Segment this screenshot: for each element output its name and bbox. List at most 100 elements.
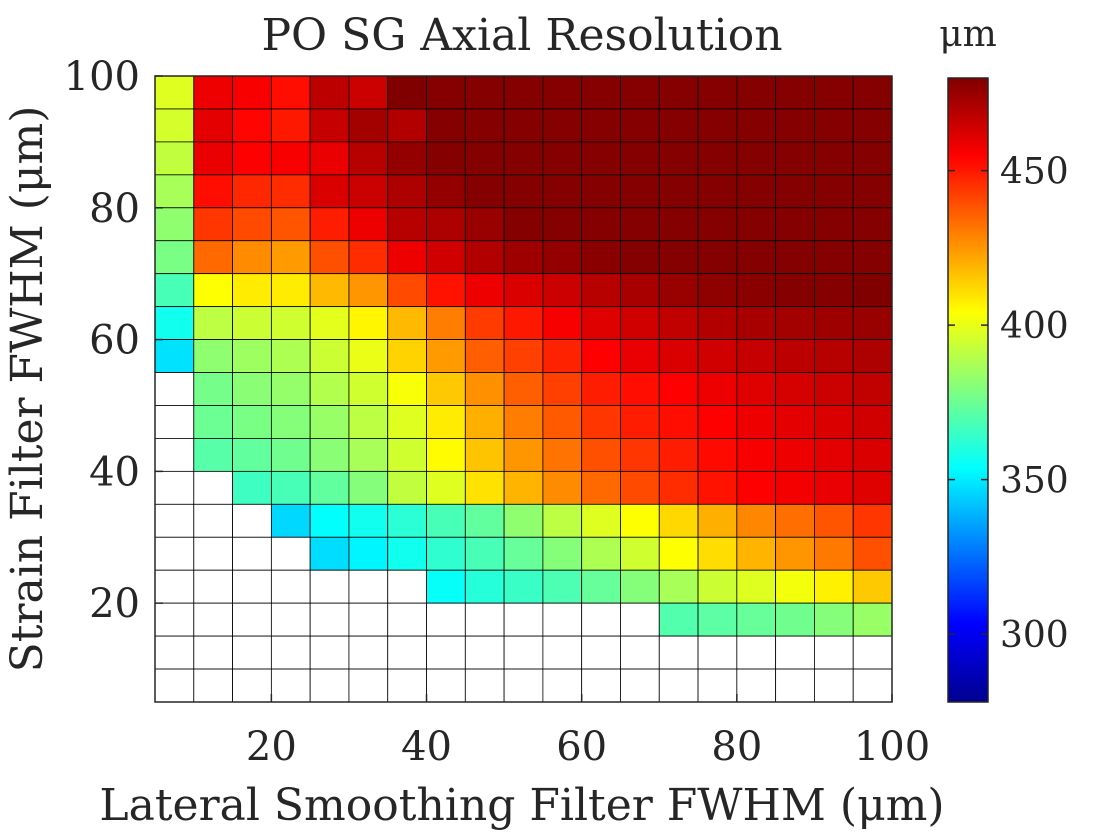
heatmap-cell	[736, 438, 777, 472]
heatmap-cell	[270, 635, 311, 670]
heatmap-cell	[542, 174, 583, 209]
heatmap-cell	[309, 339, 350, 373]
heatmap-cell	[775, 339, 815, 373]
heatmap-cell	[697, 635, 738, 670]
heatmap-cell	[697, 75, 738, 110]
heatmap-cell	[814, 240, 854, 275]
heatmap-cell	[620, 306, 660, 340]
heatmap-cell	[503, 438, 544, 472]
heatmap-cell	[193, 339, 233, 373]
heatmap-cell	[775, 569, 815, 604]
heatmap-cell	[387, 503, 427, 538]
heatmap-cell	[697, 240, 738, 275]
heatmap-cell	[387, 569, 427, 604]
heatmap-cell	[814, 536, 854, 571]
heatmap-cell	[464, 141, 505, 176]
heatmap-cell	[581, 207, 621, 242]
heatmap-cell	[193, 635, 233, 670]
heatmap-cell	[542, 141, 583, 176]
heatmap-cell	[697, 438, 738, 472]
heatmap-cell	[852, 75, 893, 110]
heatmap-cell	[387, 470, 427, 505]
heatmap-cell	[387, 306, 427, 340]
heatmap-cell	[387, 602, 427, 637]
heatmap-cell	[658, 372, 699, 406]
heatmap-cell	[348, 339, 389, 373]
heatmap-cell	[387, 536, 427, 571]
heatmap-cell	[270, 141, 311, 176]
heatmap-cell	[348, 174, 389, 209]
heatmap-cell	[775, 240, 815, 275]
heatmap-cell	[697, 339, 738, 373]
heatmap-cell	[658, 207, 699, 242]
heatmap-cell	[193, 602, 233, 637]
heatmap-cell	[697, 405, 738, 439]
heatmap-cell	[154, 536, 195, 571]
heatmap-cell	[814, 569, 854, 604]
heatmap-cell	[270, 569, 311, 604]
heatmap-cell	[542, 306, 583, 340]
heatmap-cell	[852, 668, 893, 703]
heatmap-cell	[464, 306, 505, 340]
heatmap-cell	[581, 470, 621, 505]
heatmap-cell	[193, 108, 233, 143]
heatmap-cell	[348, 141, 389, 176]
heatmap-cell	[309, 405, 350, 439]
heatmap-cell	[193, 372, 233, 406]
heatmap-cell	[348, 602, 389, 637]
heatmap-cell	[736, 207, 777, 242]
heatmap-cell	[232, 602, 272, 637]
heatmap-cell	[154, 240, 195, 275]
x-tick-label: 80	[711, 724, 762, 770]
heatmap-cell	[697, 372, 738, 406]
heatmap-cell	[814, 273, 854, 308]
heatmap-cell	[387, 141, 427, 176]
heatmap-cell	[503, 306, 544, 340]
heatmap-cell	[697, 602, 738, 637]
heatmap-cell	[814, 405, 854, 439]
heatmap-cell	[581, 306, 621, 340]
heatmap-cell	[542, 405, 583, 439]
heatmap-cell	[814, 339, 854, 373]
heatmap-cell	[620, 273, 660, 308]
heatmap-cell	[426, 306, 466, 340]
heatmap-cell	[154, 405, 195, 439]
heatmap-cell	[581, 438, 621, 472]
heatmap-cell	[503, 207, 544, 242]
heatmap-cell	[426, 438, 466, 472]
heatmap-cell	[581, 240, 621, 275]
heatmap-cell	[775, 668, 815, 703]
heatmap-cell	[426, 503, 466, 538]
heatmap-cell	[309, 635, 350, 670]
heatmap-cell	[426, 273, 466, 308]
heatmap-cell	[852, 405, 893, 439]
heatmap-cell	[232, 339, 272, 373]
x-tick-label: 20	[246, 724, 297, 770]
heatmap-cell	[232, 108, 272, 143]
heatmap-cell	[309, 668, 350, 703]
heatmap-cell	[658, 668, 699, 703]
heatmap-cell	[503, 273, 544, 308]
heatmap-cell	[620, 141, 660, 176]
heatmap-cell	[852, 240, 893, 275]
heatmap-cell	[387, 207, 427, 242]
heatmap-cell	[348, 207, 389, 242]
heatmap-cell	[620, 174, 660, 209]
heatmap-cell	[387, 668, 427, 703]
heatmap-cell	[542, 602, 583, 637]
heatmap-cell	[581, 141, 621, 176]
heatmap-cell	[581, 174, 621, 209]
heatmap-cell	[464, 438, 505, 472]
heatmap-cell	[620, 240, 660, 275]
heatmap-cell	[736, 306, 777, 340]
heatmap-cell	[193, 207, 233, 242]
heatmap-cell	[736, 503, 777, 538]
heatmap-cell	[193, 75, 233, 110]
heatmap-cell	[620, 635, 660, 670]
heatmap-cell	[154, 306, 195, 340]
y-tick-label: 40	[89, 449, 140, 495]
heatmap-cell	[658, 240, 699, 275]
heatmap-cell	[503, 141, 544, 176]
heatmap-cell	[697, 108, 738, 143]
